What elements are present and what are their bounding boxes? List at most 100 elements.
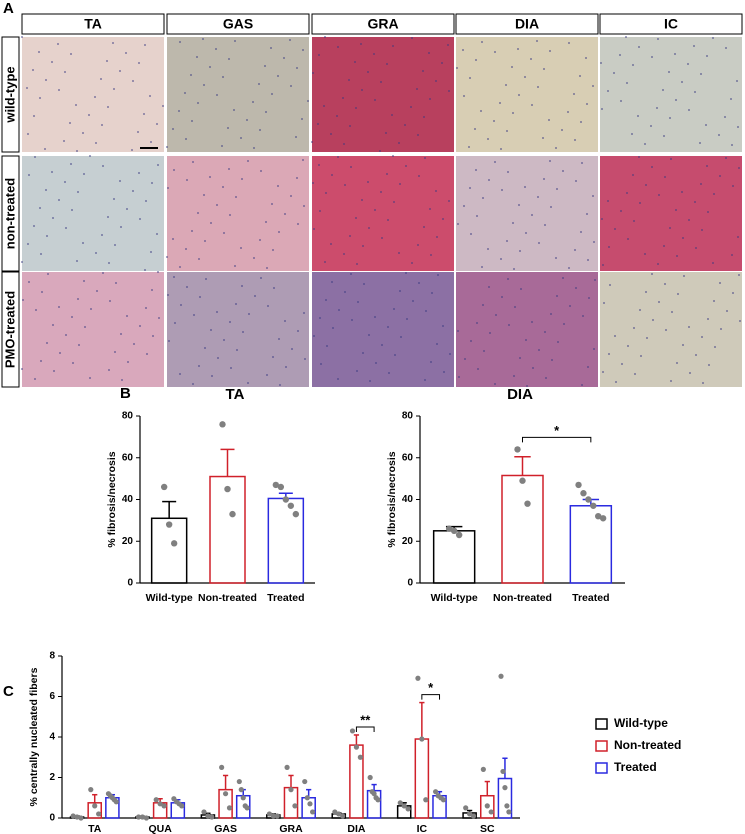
data-point: [336, 811, 342, 817]
nucleus: [102, 165, 104, 167]
nucleus: [247, 382, 249, 384]
nucleus: [240, 247, 242, 249]
column-header-box: [311, 13, 455, 35]
nucleus: [145, 307, 147, 309]
x-tick-label: SC: [480, 823, 495, 834]
nucleus: [278, 338, 280, 340]
bar: [479, 794, 495, 819]
nucleus: [330, 133, 332, 135]
nucleus: [587, 259, 589, 261]
nucleus: [323, 105, 325, 107]
nucleus: [144, 269, 146, 271]
nucleus: [34, 156, 36, 158]
chart-title: DIA: [507, 386, 533, 403]
nucleus: [241, 178, 243, 180]
nucleus: [457, 330, 459, 332]
y-tick-label: 80: [402, 411, 414, 422]
nucleus: [405, 272, 407, 274]
nucleus: [601, 108, 603, 110]
data-point: [580, 490, 587, 497]
nucleus: [708, 364, 710, 366]
histology-image: [456, 156, 598, 271]
row-header: wild-type: [2, 66, 17, 123]
nucleus: [520, 288, 522, 290]
nucleus: [512, 112, 514, 114]
nucleus: [120, 226, 122, 228]
nucleus: [436, 343, 438, 345]
data-point: [226, 805, 233, 811]
nucleus: [137, 131, 139, 133]
data-point: [480, 766, 486, 773]
nucleus: [476, 322, 478, 324]
nucleus: [676, 255, 678, 257]
data-point: [238, 787, 244, 793]
data-point: [165, 521, 173, 528]
nucleus: [349, 235, 351, 237]
nucleus: [657, 263, 659, 265]
nucleus: [64, 181, 66, 183]
nucleus: [57, 43, 59, 45]
nucleus: [324, 36, 326, 38]
nucleus: [284, 320, 286, 322]
nucleus: [662, 89, 664, 91]
nucleus: [442, 325, 444, 327]
nucleus: [311, 141, 313, 143]
nucleus: [65, 227, 67, 229]
nucleus: [157, 164, 159, 166]
nucleus: [229, 321, 231, 323]
nucleus: [222, 186, 224, 188]
nucleus: [707, 211, 709, 213]
nucleus: [320, 363, 322, 365]
nucleus: [357, 301, 359, 303]
nucleus: [677, 293, 679, 295]
nucleus: [499, 102, 501, 104]
column-header-box: [599, 13, 743, 35]
nucleus: [166, 256, 168, 258]
nucleus: [681, 191, 683, 193]
nucleus: [343, 253, 345, 255]
nucleus: [46, 342, 48, 344]
nucleus: [627, 238, 629, 240]
x-tick-label: Wild-type: [146, 592, 193, 604]
nucleus: [119, 70, 121, 72]
nucleus: [464, 358, 466, 360]
nucleus: [149, 95, 151, 97]
nucleus: [337, 378, 339, 380]
nucleus: [52, 217, 54, 219]
data-point: [585, 496, 592, 503]
nucleus: [210, 329, 212, 331]
y-tick-label: 60: [402, 452, 414, 463]
nucleus: [290, 85, 292, 87]
histology-image: [456, 37, 598, 152]
nucleus: [430, 254, 432, 256]
significance-label: **: [360, 712, 371, 727]
nucleus: [608, 353, 610, 355]
nucleus: [51, 61, 53, 63]
nucleus: [582, 315, 584, 317]
nucleus: [442, 218, 444, 220]
nucleus: [563, 323, 565, 325]
nucleus: [324, 261, 326, 263]
y-tick-label: 40: [122, 494, 134, 505]
data-point: [470, 813, 477, 819]
nucleus: [488, 286, 490, 288]
nucleus: [344, 184, 346, 186]
nucleus: [318, 164, 320, 166]
nucleus: [645, 184, 647, 186]
data-point: [432, 789, 439, 795]
nucleus: [707, 318, 709, 320]
nucleus: [317, 123, 319, 125]
nucleus: [481, 41, 483, 43]
data-point: [575, 481, 582, 489]
nucleus: [702, 382, 704, 384]
nucleus: [480, 110, 482, 112]
nucleus: [234, 40, 236, 42]
nucleus: [265, 221, 267, 223]
nucleus: [501, 296, 503, 298]
nucleus: [279, 384, 281, 386]
nucleus: [505, 84, 507, 86]
nucleus: [592, 85, 594, 87]
data-point: [78, 815, 84, 821]
histology-image: [456, 272, 598, 387]
